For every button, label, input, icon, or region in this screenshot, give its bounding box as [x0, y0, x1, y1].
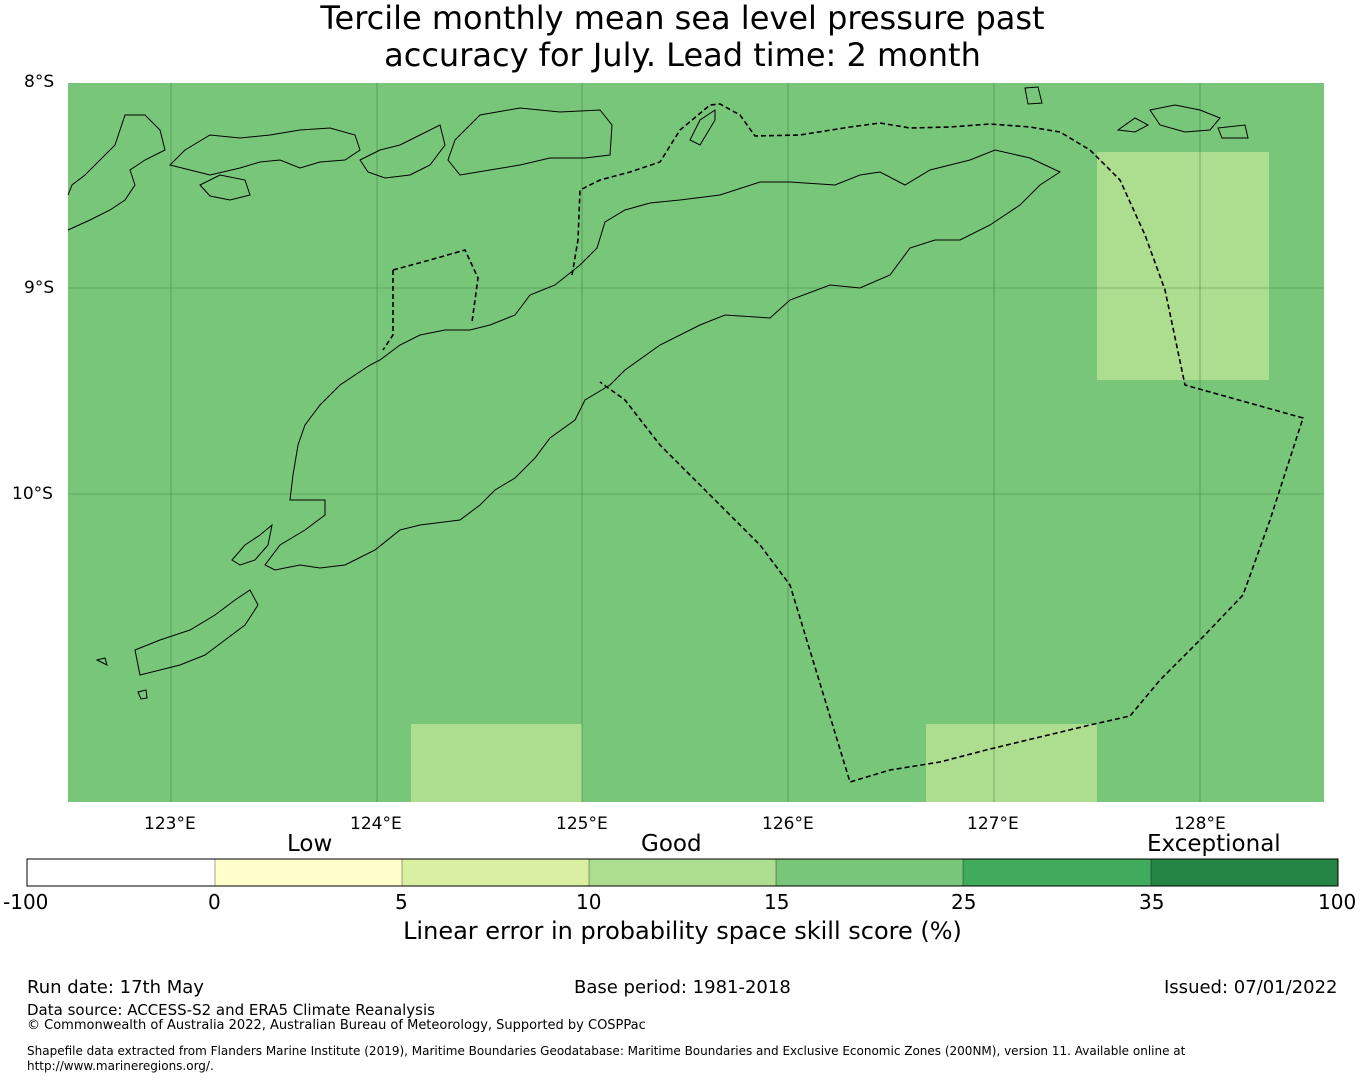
colorbar-segment-4: [589, 859, 776, 886]
romang-island-coast: [1116, 117, 1150, 133]
damar-island-coast: [1149, 104, 1221, 133]
colorbar-tick-5: 5: [395, 890, 408, 914]
colorbar-tick-10: 10: [576, 890, 602, 914]
small-island-coast-1: [199, 174, 251, 201]
pantar-island-coast: [67, 114, 166, 231]
skill-cell-south-west: [411, 724, 582, 802]
category-exceptional-label: Exceptional: [1147, 831, 1281, 857]
shapefile-credit-line-1: Shapefile data extracted from Flanders M…: [27, 1044, 1186, 1058]
skill-cell-northeast: [1097, 152, 1269, 380]
colorbar-tick-15: 15: [764, 890, 790, 914]
lon-label-124e: 124°E: [350, 814, 402, 834]
colorbar-segment-3: [402, 859, 589, 886]
colorbar: [26, 858, 1339, 887]
colorbar-tick-100: 100: [1318, 890, 1357, 914]
colorbar-segment-1: [27, 859, 215, 886]
skill-cell-south-east: [926, 724, 1097, 802]
skill-score-map: [67, 83, 1324, 802]
data-source: Data source: ACCESS-S2 and ERA5 Climate …: [27, 1001, 435, 1019]
category-good-label: Good: [641, 831, 702, 857]
title-line-1: Tercile monthly mean sea level pressure …: [320, 0, 1045, 37]
lon-label-123e: 123°E: [144, 814, 196, 834]
small-islet-coast-1: [1024, 86, 1043, 105]
base-period: Base period: 1981-2018: [574, 977, 791, 998]
issued-date: Issued: 07/01/2022: [1164, 977, 1338, 998]
wetar-island-coast: [447, 107, 613, 176]
category-low-label: Low: [287, 831, 333, 857]
colorbar-tick-35: 35: [1139, 890, 1165, 914]
timor-island-coast: [264, 149, 1062, 571]
colorbar-frame: [26, 858, 1339, 887]
colorbar-segment-2: [215, 859, 402, 886]
lon-label-127e: 127°E: [967, 814, 1019, 834]
gridlines: [68, 83, 1324, 802]
alor-island-coast: [169, 127, 361, 176]
small-islet-coast-2: [95, 657, 108, 666]
coastlines: [67, 86, 1249, 700]
small-island-coast-2: [359, 124, 446, 179]
rote-island-coast: [231, 523, 273, 566]
lon-label-126e: 126°E: [762, 814, 814, 834]
copyright: © Commonwealth of Australia 2022, Austra…: [27, 1018, 646, 1033]
atauro-island-coast: [689, 109, 716, 146]
eez-boundary: [382, 103, 1305, 783]
lon-label-128e: 128°E: [1174, 814, 1226, 834]
map-title: Tercile monthly mean sea level pressure …: [0, 0, 1365, 74]
colorbar-segment-7: [1151, 859, 1338, 886]
lat-label-9s: 9°S: [24, 278, 55, 298]
title-line-2: accuracy for July. Lead time: 2 month: [384, 36, 981, 74]
lat-label-10s: 10°S: [12, 484, 53, 504]
lat-label-8s: 8°S: [24, 72, 55, 92]
colorbar-segment-5: [776, 859, 963, 886]
sawu-island-coast: [134, 589, 259, 676]
colorbar-segment-6: [963, 859, 1151, 886]
colorbar-tick-25: 25: [951, 890, 977, 914]
run-date: Run date: 17th May: [27, 977, 204, 998]
colorbar-tick-0: 0: [208, 890, 221, 914]
small-islet-coast-3: [137, 689, 148, 700]
colorbar-tick-neg100: -100: [3, 890, 49, 914]
colorbar-title: Linear error in probability space skill …: [403, 917, 962, 945]
lon-label-125e: 125°E: [556, 814, 608, 834]
shapefile-credit-line-2: http://www.marineregions.org/.: [27, 1059, 214, 1073]
leti-island-coast: [1217, 124, 1249, 139]
